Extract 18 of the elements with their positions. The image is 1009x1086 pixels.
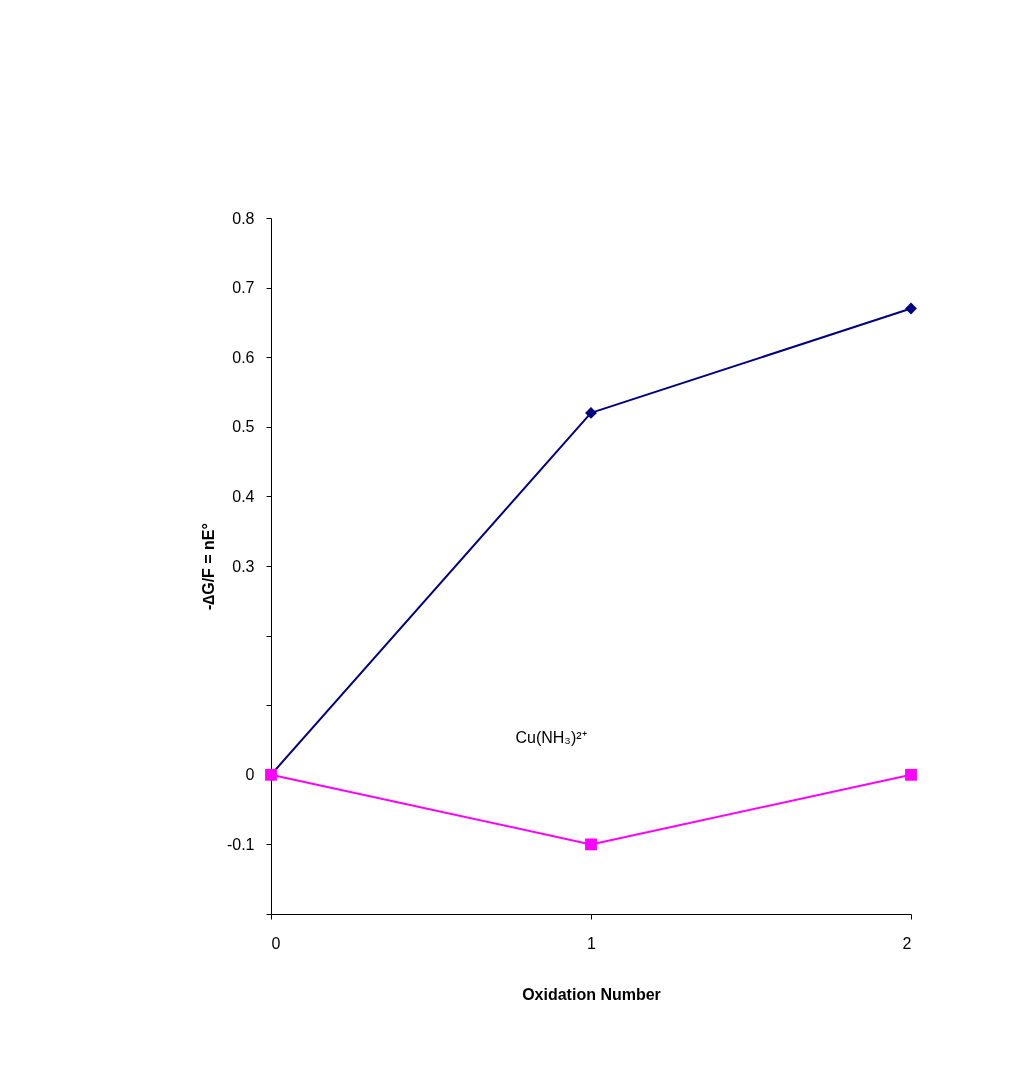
point: [585, 406, 597, 419]
y-tick-label: 0.6: [232, 348, 255, 366]
x-tick-label: 1: [587, 934, 597, 952]
x-tick-label: 2: [902, 934, 912, 952]
y-tick-label: -0.1: [226, 835, 255, 853]
y-tick-label: 0: [245, 766, 255, 784]
y-tick-label: 0.7: [232, 279, 255, 297]
x-tick-label: 0: [271, 934, 281, 952]
x-axis-title: Oxidation Number: [522, 985, 661, 1003]
point: [905, 768, 917, 781]
point: [905, 302, 917, 315]
y-tick-label: 0.5: [232, 418, 255, 436]
point: [585, 838, 597, 851]
y-tick-label: 0.4: [232, 487, 255, 505]
y-tick-label: 0.8: [232, 209, 255, 227]
y-axis-title: -∆G/F = nE°: [199, 523, 217, 610]
annotation: Cu(NH₃)²⁺: [515, 729, 587, 746]
y-tick-label: 0.3: [232, 557, 255, 575]
